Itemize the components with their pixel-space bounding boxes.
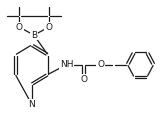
Text: N: N <box>28 99 35 108</box>
Text: O: O <box>16 23 23 32</box>
Text: NH: NH <box>60 60 73 69</box>
Text: B: B <box>31 31 37 40</box>
Text: O: O <box>45 23 52 32</box>
Text: O: O <box>97 60 104 69</box>
Text: O: O <box>80 75 87 84</box>
